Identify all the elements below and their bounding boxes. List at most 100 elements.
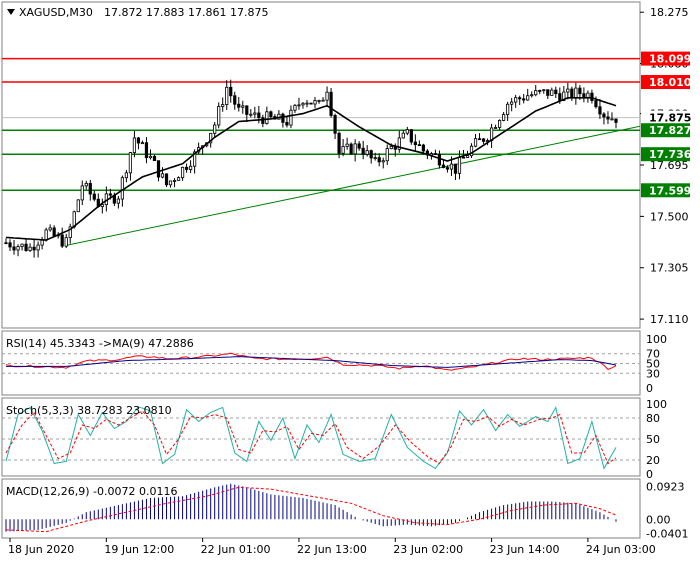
macd-axis-label: 0.00: [646, 513, 671, 526]
rsi-axis-label: 70: [646, 348, 660, 361]
candle-body: [570, 88, 574, 99]
trend-line: [66, 125, 641, 246]
candle: [381, 157, 385, 169]
candle-body: [321, 99, 325, 102]
price-axis-label: 17.695: [650, 159, 689, 172]
candle-body: [349, 143, 353, 155]
candle-body: [445, 167, 450, 170]
candle-body: [225, 86, 229, 105]
candle-body: [120, 177, 124, 200]
time-axis-label: 23 Jun 02:00: [393, 543, 463, 556]
candle: [554, 86, 558, 98]
candle-body: [84, 182, 88, 187]
candle-body: [124, 172, 129, 179]
candle-body: [313, 100, 317, 105]
candle-body: [148, 155, 153, 159]
candle: [152, 154, 157, 162]
candle: [369, 149, 373, 164]
candle-body: [353, 143, 357, 155]
candle: [502, 111, 506, 122]
candle: [333, 113, 337, 140]
support-tag-1-bg: [641, 147, 690, 162]
candle: [546, 89, 550, 99]
candle-body: [421, 144, 425, 152]
candle-body: [152, 155, 157, 162]
candle-body: [365, 150, 369, 155]
candle: [24, 238, 28, 252]
candle-body: [397, 137, 401, 150]
candle-body: [401, 132, 405, 139]
candle: [614, 118, 618, 129]
candle-body: [369, 150, 373, 159]
candle-body: [24, 243, 28, 251]
candle: [329, 87, 333, 118]
candle: [144, 137, 149, 164]
candle: [269, 110, 273, 119]
candle: [321, 97, 325, 102]
candle-body: [409, 129, 413, 143]
candle: [100, 198, 104, 214]
candle-body: [92, 193, 96, 200]
candle: [48, 224, 52, 232]
support-tag-1: 17.736: [641, 147, 692, 162]
stoch-axis-label: 20: [646, 454, 660, 467]
candle-body: [249, 113, 253, 116]
candle: [365, 145, 369, 157]
support-tag-2-bg: [641, 183, 690, 198]
candle: [405, 126, 409, 136]
candle: [345, 137, 349, 150]
candle: [590, 89, 594, 104]
candle: [265, 106, 269, 125]
candle-body: [108, 193, 112, 196]
candle: [60, 227, 64, 249]
price-axis-label: 18.275: [650, 6, 689, 19]
candle-body: [285, 121, 289, 126]
candle: [116, 195, 120, 209]
candle-body: [477, 138, 482, 141]
candle: [409, 129, 413, 145]
price-axis-label: 17.500: [650, 210, 689, 223]
candle-body: [12, 246, 16, 251]
candle-body: [469, 145, 474, 157]
candle-body: [40, 239, 44, 246]
candle-body: [405, 129, 409, 134]
candle: [473, 133, 478, 148]
candle-body: [28, 246, 32, 251]
candle-body: [281, 113, 285, 123]
candle: [441, 160, 446, 169]
current-price-tag-bg: [641, 110, 690, 125]
candle: [602, 112, 606, 125]
candle: [413, 134, 417, 152]
price-layer: [2, 57, 641, 258]
axis-layer: 18.27518.08017.89017.69517.50017.30517.1…: [8, 6, 692, 556]
rsi-axis-label: 50: [646, 358, 660, 371]
macd-histogram: [5, 483, 617, 532]
candle-body: [498, 120, 502, 128]
time-axis-label: 24 Jun 03:00: [586, 543, 656, 556]
candle-body: [345, 143, 349, 147]
stoch-axis-label: 50: [646, 433, 660, 446]
candle: [4, 238, 8, 245]
candle-body: [213, 124, 217, 134]
candle: [172, 178, 177, 188]
resistance-tag-1-label: 18.010: [649, 76, 692, 89]
candle-body: [381, 160, 385, 163]
current-price-tag: 17.875: [641, 110, 691, 125]
candle: [261, 114, 265, 128]
symbol-triangle-icon: [7, 9, 15, 15]
candle: [341, 138, 345, 157]
stoch-axis-label: 0: [646, 468, 653, 481]
candle: [506, 101, 510, 121]
candle-body: [337, 132, 341, 154]
rsi-axis-label: 100: [646, 333, 667, 346]
candle: [12, 240, 16, 255]
candle-body: [8, 242, 12, 248]
candle: [317, 99, 321, 104]
candle: [92, 190, 96, 202]
time-axis-label: 22 Jun 01:00: [201, 543, 271, 556]
candle: [241, 100, 245, 114]
candle-body: [269, 111, 273, 117]
candle-body: [245, 105, 249, 115]
macd-panel-frame: [1, 478, 641, 539]
